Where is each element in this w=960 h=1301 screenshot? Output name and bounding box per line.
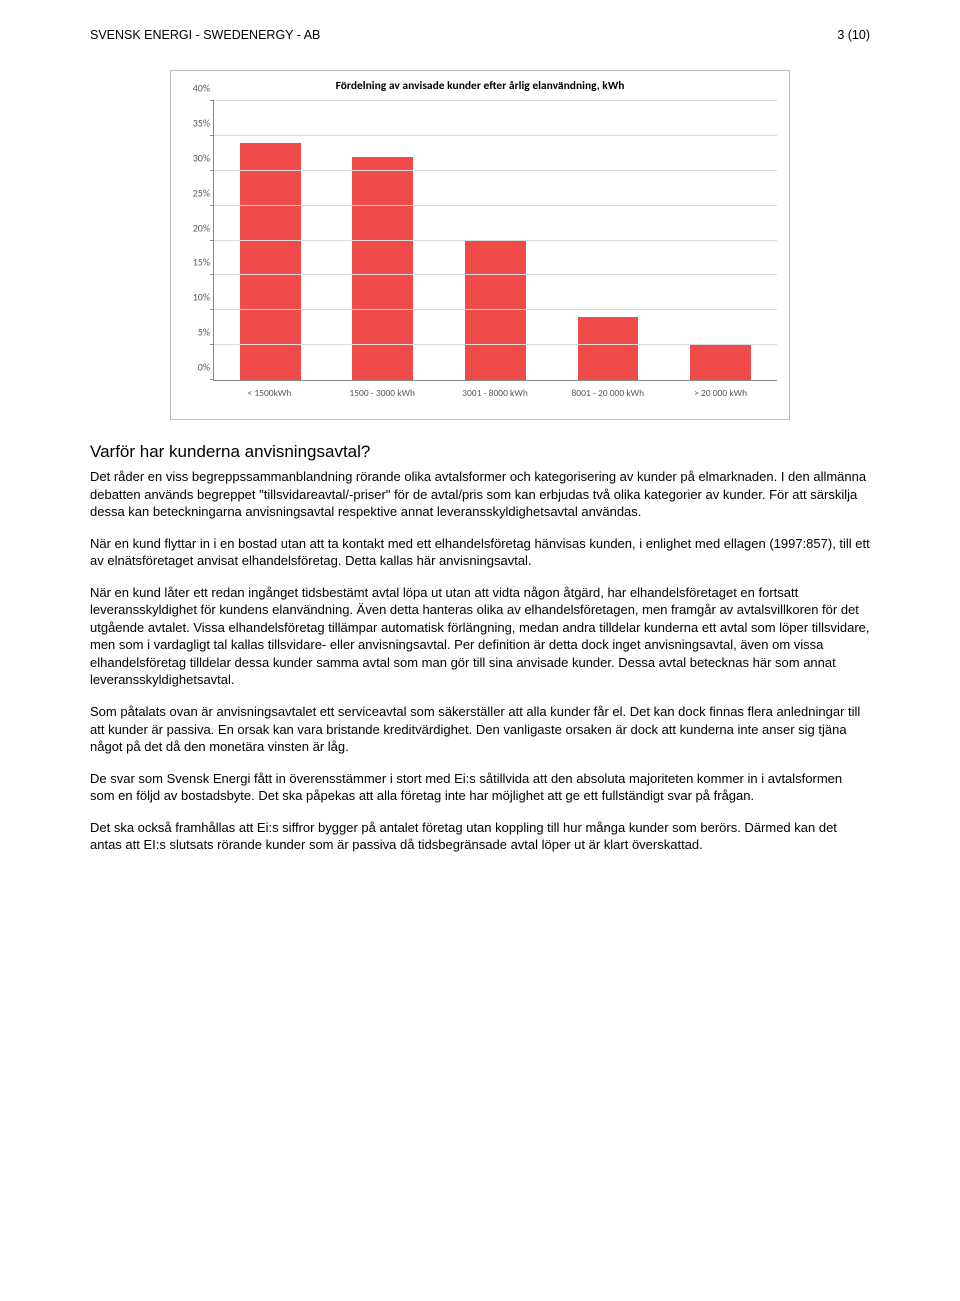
chart-ytick-label: 25% [178, 186, 210, 199]
chart-gridline [214, 170, 777, 171]
distribution-bar-chart: Fördelning av anvisade kunder efter årli… [170, 70, 790, 420]
chart-ytickmark [210, 379, 214, 380]
chart-bar-slot [552, 101, 665, 380]
chart-ytick-label: 5% [178, 326, 210, 339]
chart-ytickmark [210, 205, 214, 206]
chart-xtick-label: < 1500kWh [213, 381, 326, 399]
chart-gridline [214, 135, 777, 136]
chart-ytick-label: 40% [178, 82, 210, 95]
header-org: SVENSK ENERGI - SWEDENERGY - AB [90, 28, 320, 42]
chart-ytickmark [210, 240, 214, 241]
chart-bar [352, 157, 413, 380]
chart-ytickmark [210, 135, 214, 136]
chart-ytickmark [210, 344, 214, 345]
chart-bars [214, 101, 777, 380]
chart-xtick-label: > 20 000 kWh [664, 381, 777, 399]
chart-gridline [214, 240, 777, 241]
chart-bar [690, 345, 751, 380]
chart-bar-slot [327, 101, 440, 380]
chart-gridline [214, 100, 777, 101]
chart-gridline [214, 344, 777, 345]
chart-ytick-label: 0% [178, 361, 210, 374]
chart-bar-slot [214, 101, 327, 380]
paragraph-4: Som påtalats ovan är anvisningsavtalet e… [90, 703, 870, 756]
chart-ytickmark [210, 100, 214, 101]
paragraph-5: De svar som Svensk Energi fått in överen… [90, 770, 870, 805]
chart-xtick-label: 8001 - 20 000 kWh [551, 381, 664, 399]
paragraph-6: Det ska också framhållas att Ei:s siffro… [90, 819, 870, 854]
chart-bar-slot [439, 101, 552, 380]
chart-ytickmark [210, 309, 214, 310]
chart-ytickmark [210, 274, 214, 275]
paragraph-1: Det råder en viss begreppssammanblandnin… [90, 468, 870, 521]
chart-ytick-label: 15% [178, 256, 210, 269]
chart-xtick-label: 3001 - 8000 kWh [439, 381, 552, 399]
chart-ytick-label: 20% [178, 221, 210, 234]
chart-ytick-label: 35% [178, 116, 210, 129]
chart-gridline [214, 205, 777, 206]
chart-plot-area: 0%5%10%15%20%25%30%35%40% [213, 101, 777, 381]
chart-title: Fördelning av anvisade kunder efter årli… [177, 77, 783, 101]
chart-bar [465, 241, 526, 381]
page-header: SVENSK ENERGI - SWEDENERGY - AB 3 (10) [90, 28, 870, 42]
chart-x-labels: < 1500kWh1500 - 3000 kWh3001 - 8000 kWh8… [213, 381, 777, 399]
paragraph-2: När en kund flyttar in i en bostad utan … [90, 535, 870, 570]
chart-bar-slot [664, 101, 777, 380]
chart-gridline [214, 274, 777, 275]
header-pageno: 3 (10) [837, 28, 870, 42]
paragraph-3: När en kund låter ett redan ingånget tid… [90, 584, 870, 689]
chart-xtick-label: 1500 - 3000 kWh [326, 381, 439, 399]
chart-ytickmark [210, 170, 214, 171]
chart-bar [578, 317, 639, 380]
section-heading-why: Varför har kunderna anvisningsavtal? [90, 442, 870, 462]
chart-gridline [214, 309, 777, 310]
chart-ytick-label: 30% [178, 151, 210, 164]
chart-ytick-label: 10% [178, 291, 210, 304]
